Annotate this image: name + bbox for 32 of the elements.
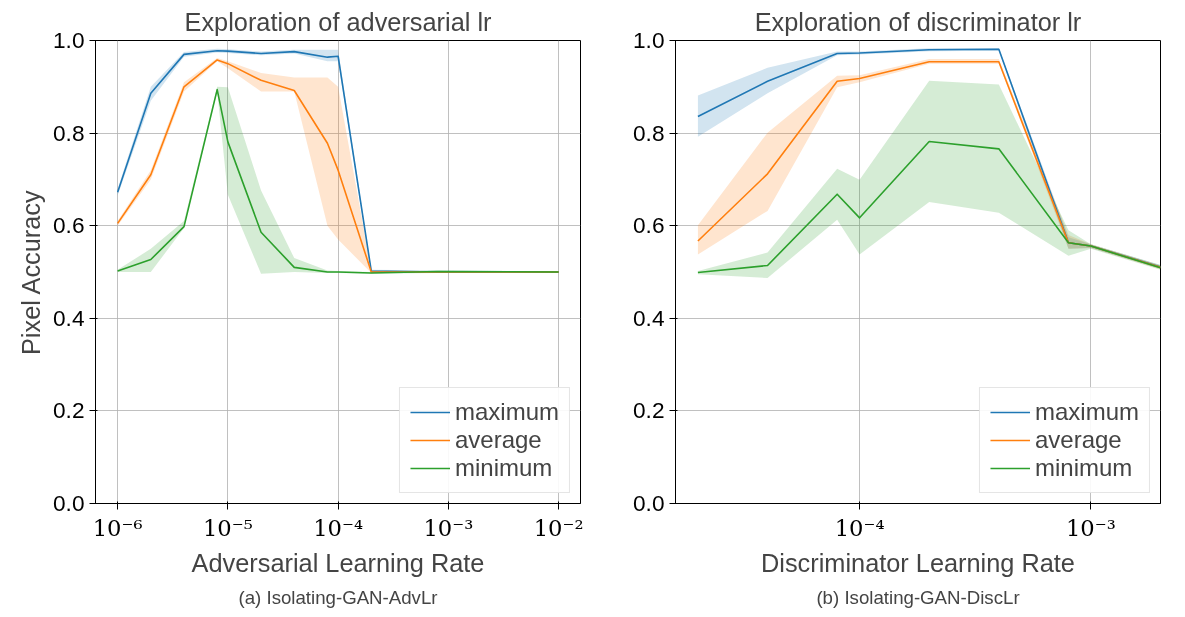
x-tick-label: 10⁻⁴	[834, 514, 885, 541]
legend-label: average	[1034, 426, 1122, 454]
legend-label: average	[454, 426, 542, 454]
legend-label: minimum	[454, 454, 553, 482]
y-tick-label: 0.8	[633, 119, 665, 146]
y-axis-title: Pixel Accuracy	[17, 190, 45, 356]
legend-label: minimum	[1034, 454, 1133, 482]
y-tick-label: 0.8	[53, 119, 85, 146]
y-tick-label: 0.6	[633, 212, 665, 239]
legend-label: maximum	[1034, 398, 1139, 426]
x-tick-label: 10⁻⁵	[202, 514, 253, 541]
y-tick-label: 1.0	[633, 27, 665, 53]
y-tick-label: 0.2	[53, 397, 85, 424]
x-tick-label: 10⁻³	[1065, 514, 1116, 541]
x-axis-title: Adversarial Learning Rate	[191, 548, 485, 577]
x-tick-label: 10⁻³	[423, 514, 474, 541]
x-tick-label: 10⁻⁴	[313, 514, 364, 541]
text: (b) Isolating-GAN-DiscLr	[816, 586, 1020, 608]
y-tick-label: 0.0	[633, 490, 665, 516]
legend-label: maximum	[454, 398, 559, 426]
y-tick-label: 0.2	[633, 397, 665, 424]
y-tick-label: 0.6	[53, 212, 85, 239]
x-tick-label: 10⁻⁶	[92, 514, 143, 541]
y-tick-label: 1.0	[53, 27, 85, 53]
x-tick-label: 10⁻²	[533, 514, 584, 541]
text: (a) Isolating-GAN-AdvLr	[238, 586, 438, 608]
chart-title: Exploration of adversarial lr	[184, 7, 493, 36]
y-tick-label: 0.4	[633, 304, 665, 331]
x-axis-title: Discriminator Learning Rate	[761, 548, 1075, 577]
chart-title: Exploration of discriminator lr	[754, 7, 1082, 36]
y-tick-label: 0.0	[53, 490, 85, 516]
y-tick-label: 0.4	[53, 304, 85, 331]
